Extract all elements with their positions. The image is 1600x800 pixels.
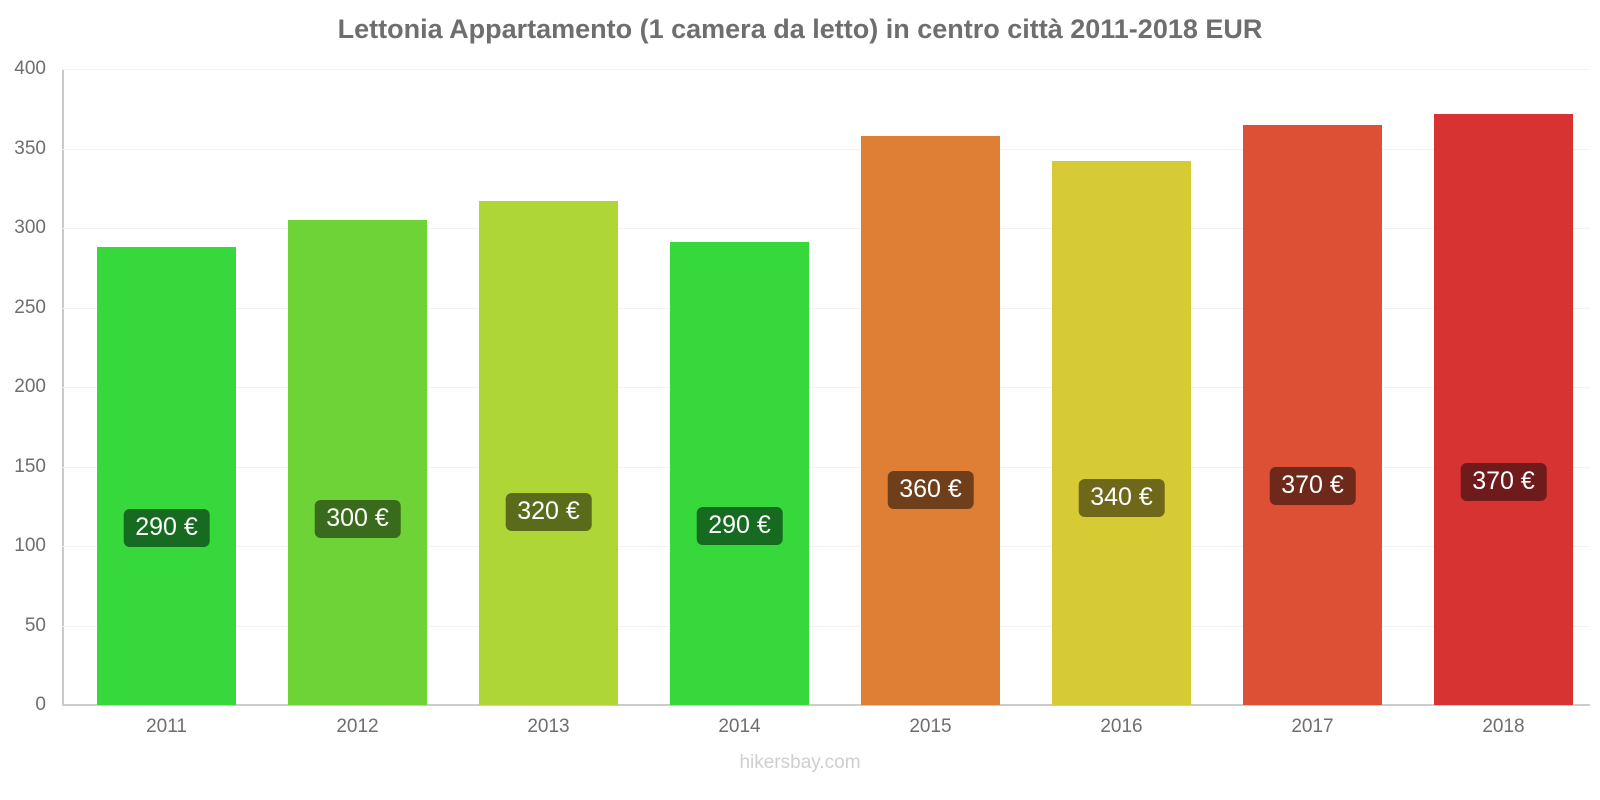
bar-rect	[670, 242, 809, 705]
bar-value-label: 290 €	[696, 507, 783, 546]
gridline	[62, 625, 1590, 627]
bar-value-label: 360 €	[887, 470, 974, 509]
x-axis-tick-label: 2014	[718, 716, 761, 737]
bar-rect	[1243, 124, 1382, 705]
bar-value-label: 300 €	[314, 499, 401, 538]
y-axis-tick-label: 250	[14, 296, 46, 318]
y-axis-tick-label: 0	[35, 694, 46, 715]
y-axis-tick-label: 300	[14, 217, 46, 238]
bar[interactable]: 290 €	[97, 247, 236, 705]
bar[interactable]: 300 €	[288, 220, 427, 705]
bar[interactable]: 340 €	[1052, 161, 1191, 705]
gridline	[62, 69, 1590, 70]
bar-rect	[288, 220, 427, 705]
y-axis-tick-label: 100	[14, 535, 46, 556]
bar[interactable]: 370 €	[1243, 124, 1382, 705]
y-axis-tick-label: 400	[14, 58, 46, 79]
x-axis-tick-label: 2015	[909, 716, 952, 737]
bar[interactable]: 290 €	[670, 242, 809, 705]
bar-rect	[1434, 113, 1573, 705]
gridline	[62, 228, 1590, 229]
y-axis-tick-label: 350	[14, 137, 46, 159]
x-axis-tick-label: 2016	[1100, 716, 1143, 737]
x-axis-tick-label: 2011	[146, 716, 187, 737]
bar[interactable]: 360 €	[861, 135, 1000, 705]
y-axis-tick-label: 50	[24, 614, 46, 636]
bar-rect	[97, 247, 236, 705]
y-axis-tick-label: 150	[14, 455, 46, 477]
gridline	[62, 704, 1590, 706]
bar-rect	[861, 135, 1000, 705]
gridline	[62, 387, 1590, 388]
plot-area: 290 € 300 € 320 € 290 € 360 € 340 € 370 € 370 €	[62, 69, 1590, 706]
gridline	[62, 546, 1590, 547]
bar[interactable]: 320 €	[479, 200, 618, 705]
bar-value-label: 340 €	[1078, 479, 1165, 518]
bar-value-label: 320 €	[505, 493, 592, 532]
bar-rect	[479, 200, 618, 705]
gridline	[62, 466, 1590, 468]
bar-value-label: 290 €	[123, 509, 210, 548]
x-axis-tick-label: 2017	[1291, 716, 1334, 737]
bar-value-label: 370 €	[1269, 466, 1356, 505]
y-axis-tick-label: 200	[14, 376, 46, 397]
x-axis-tick-label: 2013	[527, 716, 570, 737]
bar-rect	[1052, 161, 1191, 705]
x-axis-tick-label: 2018	[1482, 716, 1525, 737]
bar[interactable]: 370 €	[1434, 113, 1573, 705]
gridline	[62, 148, 1590, 150]
source-watermark: hikersbay.com	[739, 752, 861, 773]
x-axis-tick-label: 2012	[336, 716, 379, 737]
bar-value-label: 370 €	[1460, 462, 1547, 501]
chart-title: Lettonia Appartamento (1 camera da letto…	[337, 14, 1263, 44]
gridline	[62, 307, 1590, 309]
